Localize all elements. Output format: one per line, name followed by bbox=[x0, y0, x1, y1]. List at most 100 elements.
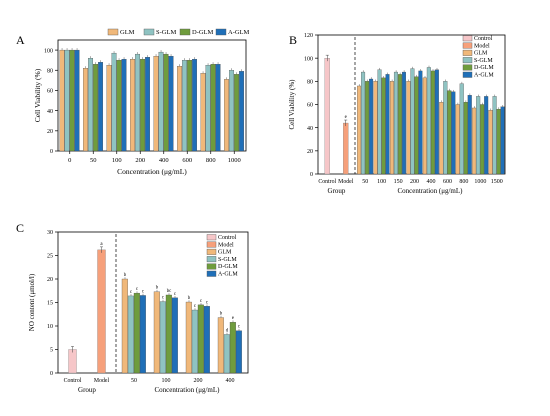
bar bbox=[381, 77, 386, 175]
y-axis-label: Cell Viability (%) bbox=[33, 68, 42, 122]
bar bbox=[369, 78, 374, 175]
x-tick-label: 100 bbox=[112, 157, 122, 164]
legend-swatch bbox=[462, 64, 473, 71]
significance-letter: b bbox=[156, 286, 159, 291]
legend-swatch bbox=[143, 28, 155, 36]
y-tick-label: 10 bbox=[47, 324, 53, 330]
bar bbox=[69, 49, 75, 152]
legend-swatch bbox=[462, 57, 473, 64]
bar bbox=[484, 96, 489, 175]
significance-letter: bc bbox=[167, 289, 172, 294]
y-tick-label: 100 bbox=[304, 56, 313, 62]
significance-letter: c bbox=[136, 287, 138, 292]
significance-letter: a bbox=[100, 242, 103, 247]
bar bbox=[235, 330, 242, 374]
bar bbox=[59, 49, 65, 152]
bar bbox=[88, 58, 93, 152]
bar bbox=[158, 51, 164, 152]
legend-swatch bbox=[462, 42, 473, 49]
legend-swatch bbox=[206, 270, 217, 277]
bar bbox=[455, 104, 460, 175]
bar bbox=[397, 74, 402, 175]
legend-swatch bbox=[462, 49, 473, 56]
panel-a: 0 20 40 60 80 100 A 0 50 100 200 400 600 800 1000 Conce… bbox=[16, 28, 250, 176]
bar bbox=[163, 53, 169, 152]
legend-label: A-GLM bbox=[218, 272, 238, 278]
bar bbox=[343, 122, 349, 175]
significance-letter: c bbox=[174, 292, 176, 297]
bar bbox=[168, 55, 174, 152]
x-tick-label: 1500 bbox=[491, 179, 503, 185]
legend-swatch bbox=[462, 71, 473, 78]
bar bbox=[389, 81, 394, 175]
bar bbox=[200, 73, 206, 152]
bar bbox=[139, 295, 146, 374]
bar bbox=[145, 57, 150, 152]
x-tick-label: 400 bbox=[427, 179, 436, 185]
y-tick-label: 20 bbox=[307, 149, 313, 155]
bar bbox=[182, 60, 187, 152]
bar bbox=[135, 53, 140, 152]
y-tick-label: 80 bbox=[307, 80, 313, 86]
y-axis-label: NO content (μmol/l) bbox=[28, 273, 36, 331]
y-tick-label: 120 bbox=[304, 33, 313, 39]
bar bbox=[191, 309, 198, 374]
bar bbox=[116, 60, 122, 152]
bar bbox=[153, 291, 160, 374]
bar bbox=[224, 79, 229, 152]
y-tick-label: 25 bbox=[47, 254, 53, 260]
bar bbox=[365, 81, 370, 175]
bar bbox=[205, 65, 211, 152]
legend-swatch bbox=[215, 28, 227, 36]
bar bbox=[140, 59, 145, 152]
x-tick-label: 150 bbox=[394, 179, 403, 185]
x-tick-label: 1000 bbox=[228, 157, 241, 164]
x-tick-label: 800 bbox=[206, 157, 216, 164]
significance-letter: c bbox=[200, 299, 202, 304]
bar bbox=[234, 74, 239, 152]
significance-letter: d bbox=[226, 328, 229, 333]
bar bbox=[476, 96, 481, 175]
group-tick-label: Model bbox=[94, 378, 110, 384]
bar bbox=[210, 64, 216, 152]
bar bbox=[177, 66, 182, 152]
legend-label: D-GLM bbox=[474, 65, 494, 71]
significance-letter: c bbox=[194, 304, 196, 309]
x-tick-label: 50 bbox=[362, 179, 368, 185]
bar bbox=[130, 59, 135, 152]
x-tick-label: 100 bbox=[377, 179, 386, 185]
x-tick-label: 100 bbox=[162, 378, 171, 384]
y-tick-label: 15 bbox=[47, 301, 53, 307]
bar bbox=[439, 102, 444, 175]
bar bbox=[443, 81, 448, 175]
significance-letter: b bbox=[220, 312, 223, 317]
bar bbox=[426, 67, 431, 175]
significance-letter: e bbox=[345, 115, 348, 120]
bar bbox=[106, 65, 112, 152]
bar bbox=[217, 317, 224, 374]
legend-label: A-GLM bbox=[474, 73, 494, 79]
bar bbox=[430, 70, 435, 175]
legend-swatch bbox=[107, 28, 119, 36]
group-axis-label: Group bbox=[78, 386, 96, 394]
bar bbox=[447, 90, 452, 175]
x-tick-label: 200 bbox=[194, 378, 203, 384]
bar bbox=[361, 71, 366, 175]
y-tick-label: 60 bbox=[47, 89, 53, 95]
bar bbox=[197, 304, 204, 374]
y-tick-label: 0 bbox=[50, 149, 53, 155]
bar bbox=[203, 306, 210, 374]
significance-letter: c bbox=[130, 290, 132, 295]
bar bbox=[121, 59, 127, 152]
bar bbox=[97, 249, 106, 374]
y-tick-label: 40 bbox=[307, 126, 313, 132]
y-tick-label: 0 bbox=[310, 172, 313, 178]
bar bbox=[64, 49, 70, 152]
group-tick-label: Model bbox=[338, 179, 354, 185]
bar bbox=[418, 70, 423, 175]
bar bbox=[385, 74, 390, 175]
x-tick-label: 1000 bbox=[474, 179, 486, 185]
legend-swatch bbox=[462, 35, 473, 42]
bar bbox=[171, 297, 178, 374]
legend-swatch bbox=[206, 256, 217, 263]
